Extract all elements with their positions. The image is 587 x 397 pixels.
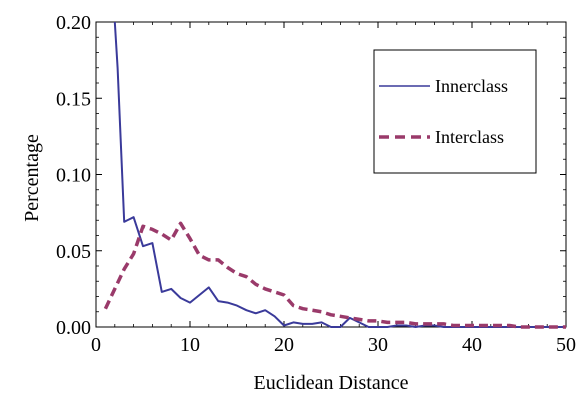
x-tick-label: 30 [368, 334, 388, 356]
x-tick-label: 40 [462, 334, 482, 356]
series-lines [103, 21, 566, 329]
x-tick-label: 0 [91, 334, 101, 356]
x-axis-title: Euclidean Distance [254, 372, 409, 394]
legend-label-innerclass: Innerclass [435, 76, 508, 96]
legend-box [373, 49, 537, 174]
x-tick-label: 10 [180, 334, 200, 356]
series-line-innerclass [113, 21, 566, 328]
y-axis-title: Percentage [21, 134, 43, 222]
series-line-interclass [103, 221, 566, 329]
y-tick-label: 0.00 [56, 317, 91, 339]
legend: Innerclass Interclass [373, 49, 537, 174]
y-tick-label: 0.15 [56, 88, 91, 110]
legend-label-interclass: Interclass [435, 127, 504, 147]
x-tick-label: 20 [274, 334, 294, 356]
y-tick-label: 0.10 [56, 165, 91, 187]
y-tick-label: 0.20 [56, 12, 91, 34]
x-tick-label: 50 [556, 334, 576, 356]
tick-labels: 0 10 20 30 40 50 0.00 0.05 0.10 0.15 0.20 [56, 12, 576, 356]
y-tick-label: 0.05 [56, 241, 91, 263]
